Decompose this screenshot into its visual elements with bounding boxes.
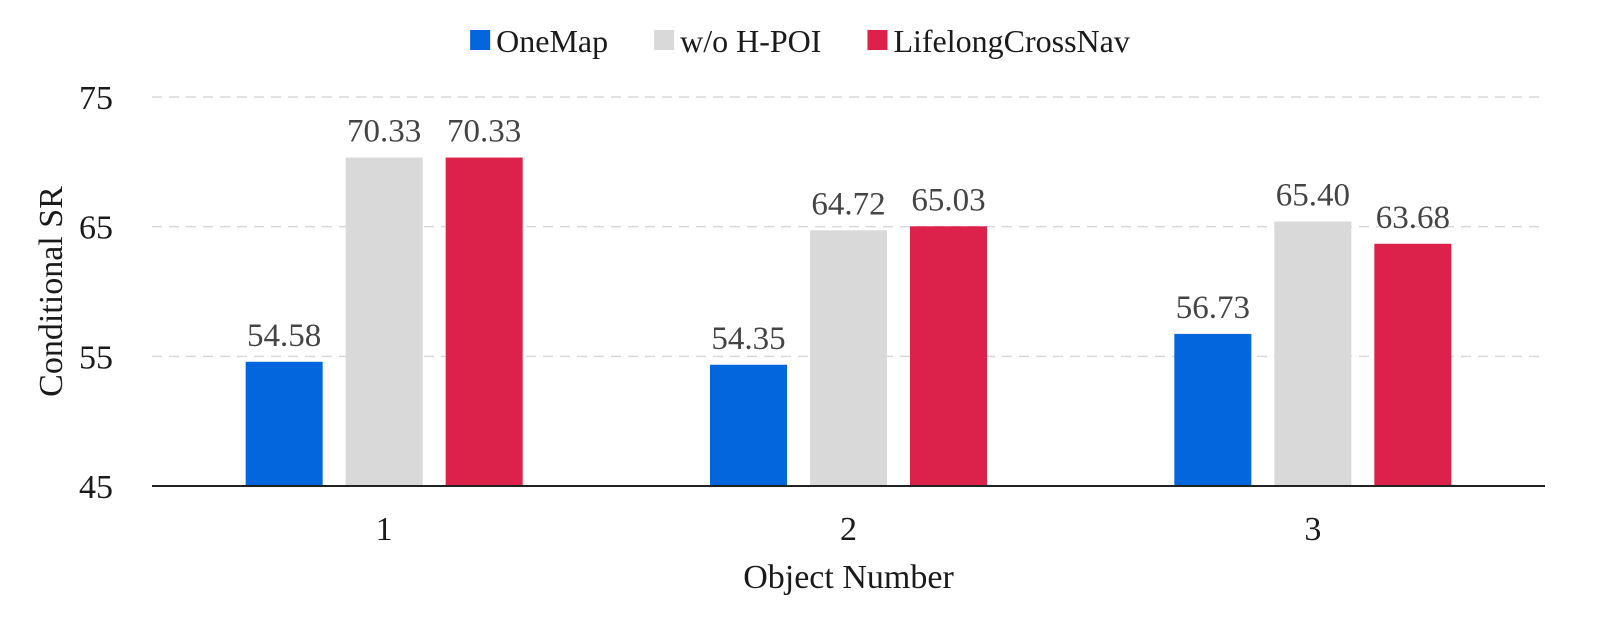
x-axis-title: Object Number: [743, 559, 954, 596]
bar-onemap-1: [245, 361, 323, 486]
data-label: 65.40: [1276, 177, 1350, 213]
data-labels: 54.58 70.33 70.33 54.35 64.72 65.03 56.73 65.40…: [247, 114, 1450, 357]
y-axis-ticks: 45 55 65 75: [79, 80, 113, 506]
bar-lifelongcrossnav-2: [910, 226, 987, 487]
legend: OneMap w/o H-POI LifelongCrossNav: [470, 23, 1130, 59]
legend-item: OneMap: [470, 23, 608, 59]
x-tick-label: 1: [376, 511, 393, 548]
data-label: 70.33: [347, 114, 421, 150]
data-label: 54.35: [711, 321, 785, 357]
legend-swatch: [470, 30, 491, 50]
bar-onemap-2: [710, 364, 787, 486]
y-tick-label: 55: [79, 339, 113, 376]
bar-w-o-h-poi-1: [345, 157, 423, 487]
y-tick-label: 65: [79, 210, 113, 247]
x-tick-label: 2: [840, 511, 857, 548]
legend-item: LifelongCrossNav: [867, 23, 1130, 59]
legend-label: w/o H-POI: [680, 23, 821, 59]
bar-onemap-3: [1174, 333, 1252, 486]
x-axis-ticks: 1 2 3: [376, 511, 1322, 548]
data-label: 64.72: [811, 186, 885, 222]
legend-item: w/o H-POI: [654, 23, 821, 59]
data-label: 54.58: [247, 318, 321, 354]
data-label: 65.03: [911, 182, 985, 218]
x-tick-label: 3: [1304, 511, 1321, 548]
data-label: 70.33: [447, 114, 521, 150]
bar-w-o-h-poi-3: [1274, 221, 1352, 487]
y-tick-label: 75: [79, 80, 113, 117]
bars: [245, 157, 1452, 487]
legend-label: LifelongCrossNav: [893, 23, 1129, 59]
legend-swatch: [867, 30, 888, 50]
legend-swatch: [654, 30, 675, 50]
bar-lifelongcrossnav-3: [1374, 243, 1452, 486]
data-label: 63.68: [1376, 200, 1450, 236]
legend-label: OneMap: [496, 23, 608, 59]
y-tick-label: 45: [79, 469, 113, 506]
data-label: 56.73: [1176, 290, 1250, 326]
y-axis-title: Conditional SR: [33, 186, 70, 397]
bar-w-o-h-poi-2: [810, 230, 887, 486]
bar-lifelongcrossnav-1: [445, 157, 523, 487]
